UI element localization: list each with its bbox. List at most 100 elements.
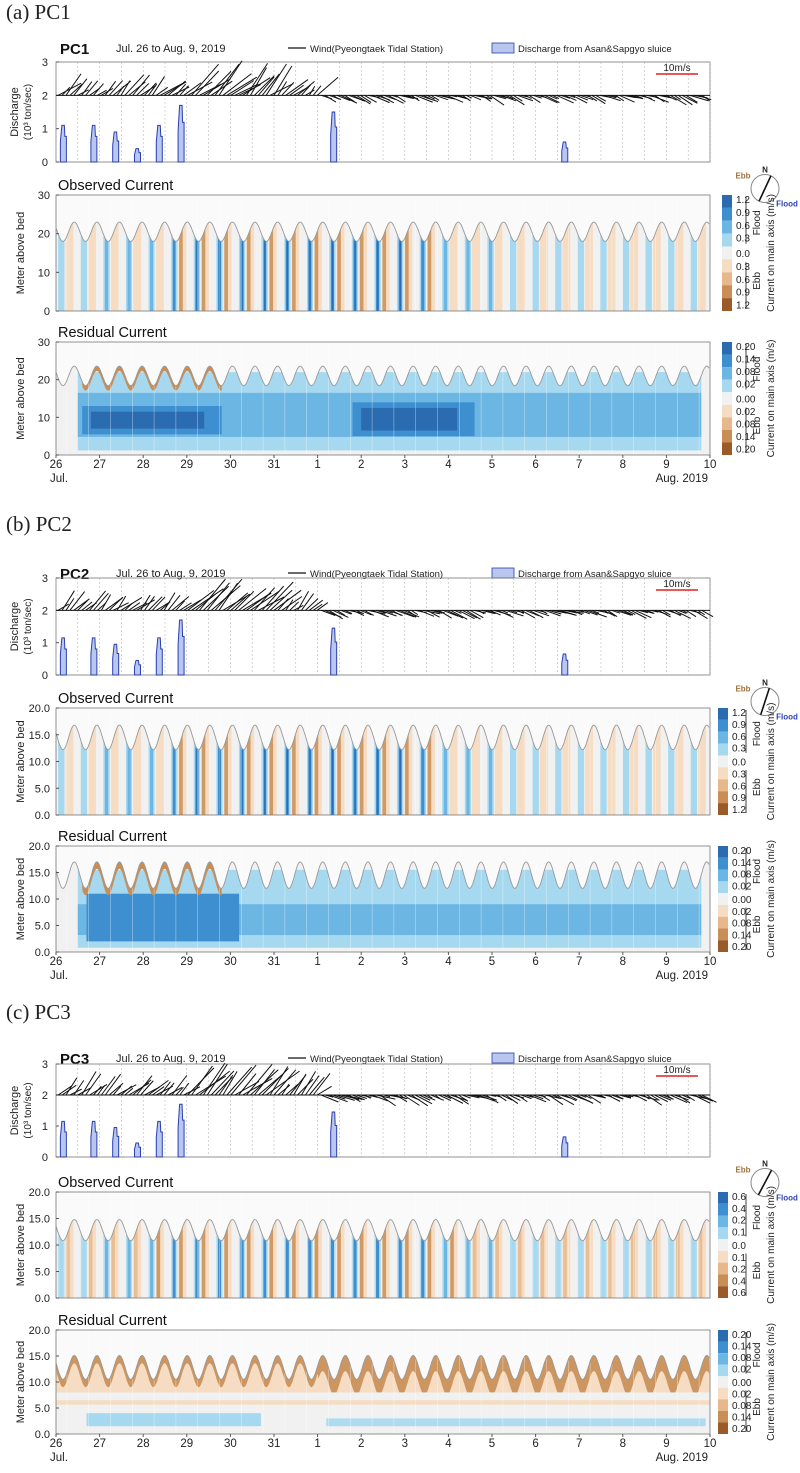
wind-stick [626, 609, 636, 615]
wind-stick [222, 1071, 238, 1096]
colorbar-tick: 0.6 [732, 732, 746, 743]
wind-stick [210, 80, 233, 96]
wind-stick [446, 609, 464, 619]
x-tick-label: 28 [137, 1438, 150, 1450]
flood-core [150, 1219, 154, 1298]
ebb-core [179, 1219, 183, 1298]
wind-stick [489, 1094, 497, 1097]
compass-flood-label: Flood [776, 1194, 798, 1203]
wind-stick [140, 1080, 154, 1096]
ebb-core [292, 222, 296, 311]
x-tick-label: 8 [620, 956, 626, 968]
wind-stick [65, 598, 75, 611]
depth-ytick: 20 [38, 229, 50, 241]
wind-stick [681, 1094, 691, 1099]
discharge-ytick: 2 [42, 605, 48, 617]
ebb-core [540, 1219, 545, 1298]
wind-stick [234, 590, 255, 611]
wind-stick [179, 1082, 190, 1096]
flood-core [647, 1219, 651, 1298]
flood-core [466, 1219, 470, 1298]
wind-stick [269, 1066, 289, 1096]
flood-core [59, 725, 63, 815]
flood-core [511, 1219, 515, 1298]
ebb-core [269, 1219, 274, 1298]
residual-title: Residual Current [58, 829, 167, 845]
wind-stick [662, 1094, 674, 1100]
wind-stick [242, 1077, 273, 1096]
wind-stick [654, 94, 665, 103]
flood-core [104, 1219, 109, 1298]
wind-stick [156, 601, 171, 611]
depth-ytick: 10.0 [29, 894, 50, 906]
x-tick-label: 27 [93, 956, 106, 968]
wind-stick [140, 594, 151, 611]
wind-stick [108, 1082, 124, 1096]
wind-stick [348, 1094, 361, 1103]
x-tick-label: 3 [402, 956, 408, 968]
discharge-ylabel: Discharge [9, 1086, 21, 1136]
depth-ytick: 30 [38, 190, 50, 202]
wind-stick [677, 609, 687, 614]
wind-stick [199, 578, 226, 611]
x-tick-label: 7 [576, 459, 582, 471]
flood-peak [377, 222, 379, 311]
discharge-ytick: 1 [42, 1121, 48, 1133]
panel-tag-b: (b) PC2 [6, 512, 72, 536]
ebb-core [472, 725, 477, 815]
wind-stick [450, 609, 468, 620]
flood-core [443, 1219, 447, 1298]
scale-bar-label: 10m/s [663, 579, 690, 590]
wind-stick [701, 1094, 717, 1103]
ebb-core [450, 222, 454, 311]
wind-stick [579, 94, 594, 101]
wind-stick [395, 94, 406, 103]
flood-core [624, 1219, 628, 1298]
wind-stick [564, 609, 578, 614]
wind-stick [630, 94, 643, 100]
flood-core [556, 222, 560, 311]
wind-stick [81, 601, 93, 611]
colorbar-tick: 0.00 [732, 1378, 752, 1389]
discharge-pulse [112, 1127, 120, 1158]
flood-core [172, 1219, 176, 1298]
wind-stick [548, 94, 558, 100]
ebb-core [427, 222, 432, 311]
colorbar-tick: 0.00 [732, 895, 752, 906]
wind-stick [466, 609, 481, 620]
wind-stick [293, 1073, 307, 1096]
panel-pc2: PC2 Jul. 26 to Aug. 9, 2019 Wind(Pyeongtae… [9, 566, 798, 982]
ebb-core [563, 1219, 567, 1298]
wind-stick [423, 609, 441, 615]
wind-stick [426, 94, 435, 100]
depth-ytick: 20 [38, 375, 50, 387]
x-tick-label: 6 [532, 459, 538, 471]
ebb-core [179, 222, 183, 311]
wind-stick [497, 1094, 507, 1102]
wind-stick [426, 1094, 433, 1099]
wind-stick [509, 1094, 521, 1101]
ebb-core [88, 222, 93, 311]
wind-stick [560, 1094, 570, 1099]
flood-core [353, 1219, 357, 1298]
wind-stick [697, 609, 705, 616]
wind-stick [395, 609, 415, 618]
depth-ytick: 20.0 [29, 1187, 50, 1199]
wind-stick [379, 609, 397, 617]
wind-stick [638, 1094, 658, 1101]
flood-peak [399, 222, 401, 311]
x-tick-label: 7 [576, 956, 582, 968]
flood-peak [286, 222, 289, 311]
wind-stick [265, 581, 294, 611]
x-tick-label: 1 [314, 1438, 320, 1450]
x-tick-label: 7 [576, 1438, 582, 1450]
wind-stick [108, 80, 123, 96]
wind-stick [403, 609, 420, 618]
wind-stick [540, 1094, 551, 1101]
wind-stick [517, 609, 525, 615]
ebb-core [585, 1219, 590, 1298]
wind-stick [430, 609, 443, 614]
wind-stick [254, 587, 276, 611]
wind-stick [411, 1094, 429, 1107]
flood-core [624, 725, 628, 815]
